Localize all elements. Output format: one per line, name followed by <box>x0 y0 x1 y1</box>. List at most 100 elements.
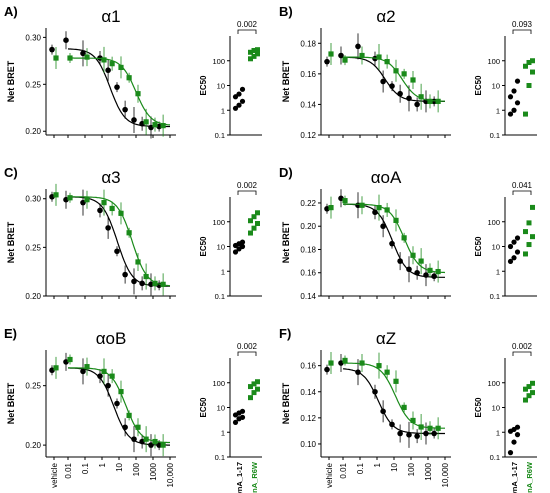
data-point-DynA_R6W <box>435 425 441 431</box>
ec50-point-DynA_1-17 <box>514 424 521 430</box>
data-point-DynA_R6W <box>118 210 124 216</box>
data-point-DynA_R6W <box>126 230 132 236</box>
data-point-DynA_1-17 <box>80 368 86 375</box>
significance-bracket <box>237 351 257 356</box>
data-point-DynA_1-17 <box>122 271 128 278</box>
data-point-DynA_1-17 <box>338 360 344 366</box>
data-point-DynA_1-17 <box>80 199 86 206</box>
y-axis-label: Net BRET <box>281 60 291 102</box>
data-point-DynA_R6W <box>410 417 416 424</box>
data-point-DynA_1-17 <box>397 430 403 437</box>
ec50-point-DynA_R6W <box>530 69 535 75</box>
significance-bracket <box>512 351 532 356</box>
ec50-point-DynA_1-17 <box>514 100 521 106</box>
data-point-DynA_1-17 <box>131 278 137 285</box>
data-point-DynA_R6W <box>143 436 149 442</box>
data-point-DynA_R6W <box>160 442 166 448</box>
data-point-DynA_1-17 <box>131 117 137 123</box>
p-value: 0.002 <box>512 342 533 351</box>
data-point-DynA_R6W <box>401 235 407 241</box>
panel-4: D) αoA Net BRET 0.14 0.16 0.18 0.20 0.22 0.1 1 10 1… <box>279 165 537 301</box>
data-point-DynA_1-17 <box>406 95 412 102</box>
ec50-point-DynA_R6W <box>248 56 253 62</box>
data-point-DynA_1-17 <box>431 430 437 437</box>
ec50-point-DynA_R6W <box>251 390 257 396</box>
data-point-DynA_R6W <box>410 77 416 83</box>
ec50-group-label: DynA_1-17 <box>510 462 519 493</box>
y-tick-label: 0.12 <box>300 414 316 423</box>
ec50-point-DynA_R6W <box>526 59 532 65</box>
significance-bracket <box>237 29 257 34</box>
data-point-DynA_R6W <box>435 268 441 275</box>
ec50-point-DynA_R6W <box>530 234 535 240</box>
p-value: 0.041 <box>512 181 533 190</box>
panel-label: D) <box>279 165 293 180</box>
ec50-point-DynA_R6W <box>248 230 253 236</box>
data-point-DynA_R6W <box>126 75 132 81</box>
y-tick-label: 0.25 <box>25 80 41 89</box>
ec50-y-tick-label: 1 <box>221 428 225 437</box>
ec50-point-DynA_1-17 <box>511 239 517 245</box>
panel-1: A) α1 Net BRET 0.20 0.25 0.30 0.1 1 10 100 EC50 0.0… <box>4 4 262 140</box>
ec50-point-DynA_R6W <box>526 83 532 88</box>
y-tick-label: 0.16 <box>300 362 316 371</box>
ec50-point-DynA_R6W <box>530 390 535 396</box>
x-tick-label: 10,000 <box>166 462 175 487</box>
ec50-y-tick-label: 1 <box>221 267 225 276</box>
data-point-DynA_1-17 <box>63 37 69 44</box>
ec50-y-axis-label: EC50 <box>474 236 483 257</box>
data-point-DynA_1-17 <box>105 225 111 231</box>
data-point-DynA_1-17 <box>355 43 361 50</box>
ec50-point-DynA_1-17 <box>511 439 517 445</box>
data-point-DynA_R6W <box>109 61 115 67</box>
panel-label: A) <box>4 4 18 19</box>
ec50-y-tick-label: 0.1 <box>215 292 225 301</box>
data-point-DynA_R6W <box>418 424 424 430</box>
ec50-y-tick-label: 1 <box>221 106 225 115</box>
y-axis-label: Net BRET <box>281 382 291 424</box>
ec50-point-DynA_1-17 <box>239 408 246 414</box>
data-point-DynA_R6W <box>376 205 382 211</box>
ec50-point-DynA_R6W <box>251 225 257 231</box>
ec50-y-tick-label: 0.1 <box>215 453 225 462</box>
y-axis-label: Net BRET <box>6 221 16 263</box>
ec50-point-DynA_1-17 <box>511 88 517 94</box>
ec50-point-DynA_R6W <box>526 220 532 226</box>
ec50-point-DynA_R6W <box>523 229 528 235</box>
data-point-DynA_R6W <box>109 205 115 212</box>
data-point-DynA_1-17 <box>97 207 103 214</box>
data-point-DynA_1-17 <box>397 258 403 264</box>
ec50-y-tick-label: 1 <box>496 106 500 115</box>
y-tick-label: 0.22 <box>300 199 316 208</box>
panel-3: C) α3 Net BRET 0.20 0.25 0.30 0.1 1 10 100 EC50 0.0… <box>4 165 262 301</box>
ec50-y-tick-label: 0.1 <box>215 131 225 140</box>
ec50-point-DynA_R6W <box>251 47 257 53</box>
ec50-point-DynA_1-17 <box>514 249 521 255</box>
data-point-DynA_R6W <box>359 360 365 366</box>
ec50-point-DynA_1-17 <box>507 258 514 265</box>
x-tick-label: 1000 <box>149 462 158 480</box>
ec50-point-DynA_1-17 <box>514 235 521 241</box>
y-tick-label: 0.10 <box>300 440 316 449</box>
y-tick-label: 0.14 <box>300 100 316 109</box>
panel-label: B) <box>279 4 293 19</box>
data-point-DynA_R6W <box>393 217 399 224</box>
data-point-DynA_1-17 <box>406 432 412 438</box>
data-point-DynA_R6W <box>401 71 407 77</box>
data-point-DynA_R6W <box>109 373 115 379</box>
data-point-DynA_R6W <box>67 195 73 201</box>
y-tick-label: 0.20 <box>300 222 316 231</box>
ec50-point-DynA_R6W <box>523 386 528 392</box>
y-tick-label: 0.30 <box>25 195 41 204</box>
y-tick-label: 0.20 <box>25 127 41 136</box>
data-point-DynA_R6W <box>342 357 348 364</box>
data-point-DynA_R6W <box>84 54 90 60</box>
ec50-point-DynA_1-17 <box>511 107 517 113</box>
p-value: 0.002 <box>237 181 258 190</box>
data-point-DynA_R6W <box>53 55 59 61</box>
ec50-point-DynA_1-17 <box>239 86 246 92</box>
ec50-y-axis-label: EC50 <box>199 236 208 257</box>
data-point-DynA_R6W <box>359 52 365 59</box>
ec50-point-DynA_R6W <box>526 384 532 390</box>
data-point-DynA_1-17 <box>338 195 344 202</box>
